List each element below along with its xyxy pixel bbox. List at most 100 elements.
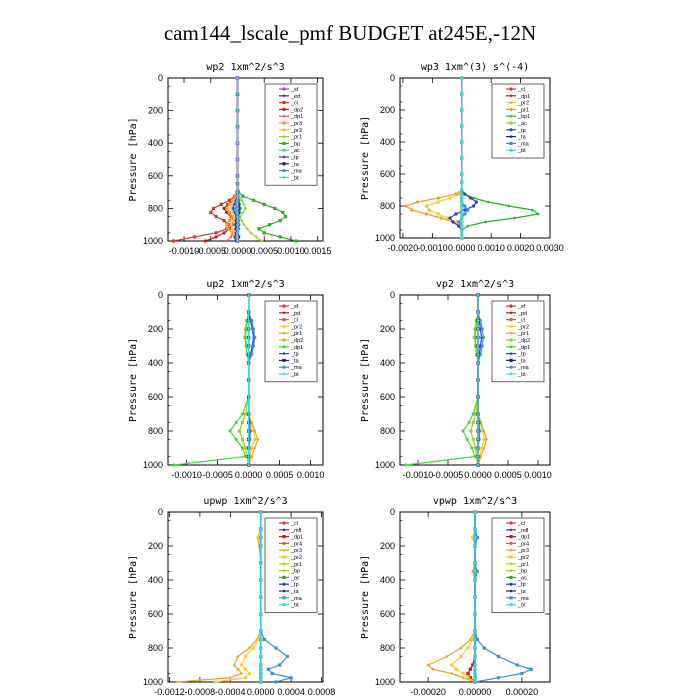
- data-point: [460, 224, 464, 228]
- legend-label: _tp: [517, 128, 526, 134]
- data-point: [235, 194, 240, 198]
- legend-label: _mfl: [290, 528, 301, 534]
- data-point: [243, 335, 248, 340]
- data-point: [473, 335, 477, 340]
- data-point: [259, 561, 263, 565]
- data-point: [235, 182, 240, 186]
- data-point: [461, 671, 465, 676]
- data-point: [475, 637, 479, 642]
- data-point: [245, 227, 249, 231]
- data-point: [259, 544, 263, 548]
- data-point: [460, 200, 464, 204]
- data-point: [281, 210, 285, 215]
- data-point: [247, 335, 251, 340]
- data-point: [234, 420, 238, 425]
- data-point: [454, 212, 458, 216]
- data-point: [496, 654, 501, 659]
- legend-box: [491, 517, 545, 613]
- legend-marker: [282, 569, 286, 573]
- data-point: [468, 676, 472, 680]
- legend-marker: [509, 311, 513, 315]
- y-tick-label: 600: [148, 392, 163, 402]
- legend-marker: [282, 358, 286, 362]
- data-point: [466, 208, 470, 212]
- data-point: [278, 235, 282, 239]
- legend-label: _bp: [517, 569, 527, 575]
- legend-label: _ta: [517, 135, 527, 141]
- legend-label: _ta: [290, 589, 300, 595]
- data-point: [273, 206, 277, 210]
- data-point: [253, 429, 257, 433]
- legend-marker: [282, 304, 286, 308]
- data-point: [235, 239, 240, 243]
- legend: _sf_pd_cl_pr2_pr1_dp2_dp1_tp_ta_ma_bt: [264, 300, 318, 383]
- data-point: [219, 202, 224, 206]
- legend-marker: [509, 324, 513, 328]
- data-point: [241, 194, 245, 198]
- data-point: [463, 192, 467, 196]
- data-point: [476, 454, 480, 459]
- data-point: [229, 235, 233, 239]
- legend-label: _ta: [290, 162, 300, 168]
- chart-panel-2: wp3 1xm^(3) s^(-4)02004006008001000-0.00…: [360, 62, 564, 253]
- data-point: [259, 654, 263, 659]
- data-point: [471, 204, 476, 208]
- data-point: [247, 352, 251, 357]
- data-point: [231, 206, 235, 210]
- x-tick-label: -0.0005: [202, 470, 233, 480]
- data-point: [227, 202, 232, 206]
- data-point: [235, 76, 240, 80]
- plot-frame: [399, 77, 551, 239]
- legend-label: _tp: [290, 352, 299, 358]
- data-point: [473, 663, 477, 667]
- x-tick-label: 0.0004: [277, 687, 305, 697]
- series-bt: [476, 293, 480, 467]
- data-point: [259, 612, 263, 616]
- y-tick-label: 800: [148, 203, 163, 213]
- data-point: [460, 76, 464, 80]
- data-point: [235, 157, 240, 162]
- panel-title: up2 1xm^2/s^3: [206, 279, 284, 290]
- x-tick-label: 0.0008: [308, 687, 336, 697]
- legend-label: _bt: [290, 372, 299, 378]
- data-point: [256, 637, 261, 642]
- legend-label: _ma: [290, 169, 303, 175]
- data-point: [230, 231, 234, 235]
- data-point: [243, 667, 248, 671]
- data-point: [460, 228, 464, 232]
- data-point: [247, 446, 251, 450]
- data-point: [476, 437, 480, 442]
- data-point: [473, 535, 477, 540]
- data-point: [294, 239, 298, 243]
- data-point: [237, 429, 241, 433]
- data-point: [454, 220, 458, 224]
- data-point: [225, 239, 229, 243]
- legend-label: _cl: [290, 101, 298, 107]
- data-point: [243, 654, 248, 659]
- data-point: [247, 395, 251, 399]
- data-point: [259, 676, 263, 680]
- legend-marker: [282, 324, 286, 328]
- data-point: [229, 223, 233, 227]
- x-tick-label: -0.0010: [417, 243, 448, 253]
- data-point: [473, 561, 477, 565]
- x-tick-label: 0.00020: [506, 687, 539, 697]
- data-point: [213, 680, 217, 684]
- data-point: [473, 646, 477, 650]
- data-point: [473, 680, 477, 684]
- data-point: [175, 680, 179, 684]
- legend-label: _pr2: [517, 555, 529, 561]
- data-point: [460, 220, 464, 224]
- legend-label: _tp: [517, 582, 526, 588]
- data-point: [445, 216, 449, 220]
- legend-marker: [282, 121, 286, 125]
- x-tick-label: 0.0000: [464, 470, 492, 480]
- legend-label: _pr3: [290, 121, 302, 127]
- legend-marker: [282, 596, 286, 600]
- legend-label: _ta: [517, 589, 527, 595]
- legend-label: _dp2: [290, 338, 303, 344]
- legend-marker: [282, 169, 286, 173]
- y-tick-label: 0: [158, 290, 163, 300]
- y-axis-label: Pressure [hPa]: [360, 338, 371, 422]
- y-tick-label: 1000: [375, 677, 395, 687]
